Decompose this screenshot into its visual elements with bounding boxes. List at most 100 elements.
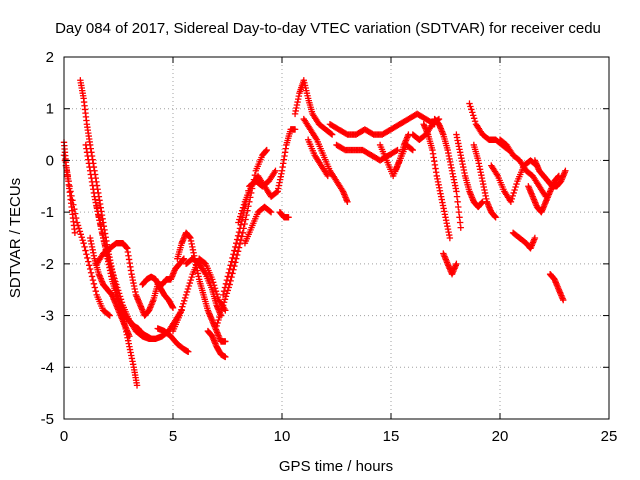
series-sat-track-19 — [274, 126, 299, 195]
data-point — [100, 238, 108, 245]
y-tick-label: -2 — [41, 256, 54, 273]
data-point — [225, 269, 232, 276]
data-point — [239, 229, 246, 237]
data-point — [233, 239, 240, 247]
data-point — [467, 103, 474, 110]
data-point — [237, 237, 245, 244]
y-tick-label: -5 — [41, 411, 54, 428]
data-point — [285, 214, 292, 221]
series-sat-track-15 — [213, 146, 270, 330]
data-point — [228, 258, 235, 265]
series-sat-track-23 — [304, 136, 331, 180]
data-point — [238, 233, 246, 240]
data-point — [104, 253, 112, 260]
data-point — [96, 217, 103, 224]
data-point — [169, 304, 177, 312]
x-axis-label: GPS time / hours — [279, 458, 393, 475]
data-point — [235, 219, 242, 226]
series-sat-track-24 — [326, 110, 438, 138]
grid-layer — [64, 57, 609, 419]
series-sat-track-10 — [154, 325, 192, 355]
data-point — [111, 275, 118, 282]
data-point — [511, 186, 518, 194]
series-sat-track-36 — [496, 136, 549, 200]
data-point — [238, 207, 246, 214]
y-tick-label: -1 — [41, 204, 54, 221]
data-point — [266, 208, 274, 215]
data-point — [93, 203, 100, 211]
data-point — [108, 266, 115, 273]
data-point — [90, 280, 98, 288]
data-point — [470, 112, 477, 119]
data-point — [446, 234, 454, 242]
y-tick-label: -4 — [41, 359, 54, 376]
data-point — [185, 348, 192, 355]
data-point — [512, 183, 519, 191]
data-point — [84, 254, 91, 262]
data-point — [234, 232, 242, 239]
data-point — [562, 167, 569, 174]
data-point — [233, 251, 241, 259]
y-tick-label: 2 — [46, 49, 54, 66]
data-point — [77, 231, 85, 238]
data-point — [214, 293, 222, 301]
data-point — [185, 282, 193, 290]
data-point — [236, 216, 243, 223]
data-point — [94, 208, 101, 215]
data-point — [177, 309, 184, 316]
data-point — [80, 239, 87, 247]
data-point — [179, 303, 186, 310]
data-point — [106, 260, 113, 268]
data-point — [88, 273, 96, 280]
series-sat-track-14 — [204, 327, 229, 361]
tick-layer: 0 5 10 15 20 25 -5 -4 -3 -2 -1 0 1 2 — [41, 49, 618, 445]
data-point — [223, 276, 231, 284]
data-point — [116, 293, 124, 300]
data-point — [222, 280, 230, 288]
data-point — [328, 130, 335, 138]
data-point — [112, 278, 119, 285]
series-sat-track-17 — [235, 172, 281, 226]
series-sat-track-11 — [174, 229, 229, 345]
data-point — [183, 288, 191, 296]
series-sat-track-27 — [392, 131, 412, 174]
y-axis-label: SDTVAR / TECUs — [7, 178, 24, 298]
data-point — [468, 106, 475, 113]
data-point — [79, 237, 86, 244]
data-point — [87, 269, 95, 276]
series-sat-track-30 — [440, 250, 460, 278]
x-tick-label: 20 — [492, 428, 509, 445]
x-tick-label: 5 — [169, 428, 177, 445]
data-point — [115, 290, 123, 297]
data-point — [98, 225, 105, 233]
data-point — [184, 285, 192, 293]
data-point — [237, 213, 244, 220]
data-point — [76, 228, 84, 235]
data-point — [469, 109, 476, 116]
data-point — [233, 236, 241, 243]
data-point — [83, 251, 90, 258]
data-point — [107, 263, 114, 271]
data-point — [232, 243, 239, 251]
data-point — [110, 272, 117, 279]
data-point — [231, 247, 238, 254]
data-point — [95, 212, 102, 220]
data-point — [408, 146, 416, 153]
series-sat-track-22 — [300, 115, 351, 205]
data-point — [508, 195, 516, 203]
data-point — [182, 291, 190, 299]
data-point — [222, 338, 229, 345]
data-point — [181, 294, 189, 302]
data-point — [181, 297, 188, 304]
data-point — [89, 276, 97, 284]
data-point — [229, 270, 236, 277]
data-point — [126, 333, 133, 340]
data-point — [117, 296, 125, 303]
data-point — [234, 248, 242, 255]
data-point — [133, 382, 141, 389]
data-point — [86, 262, 93, 269]
data-point — [271, 169, 278, 176]
data-point — [75, 225, 83, 232]
data-point — [236, 225, 244, 232]
data-point — [180, 255, 188, 262]
